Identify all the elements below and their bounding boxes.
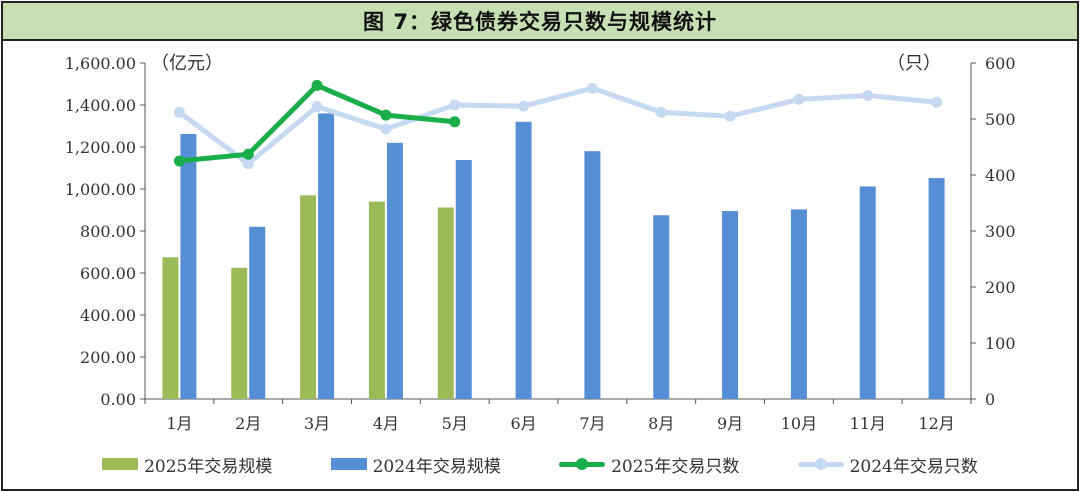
x-tick-label: 4月 [373,414,399,433]
legend-label-2025-scale: 2025年交易规模 [144,456,273,477]
point-2024-count-1 [173,106,185,118]
x-tick-label: 8月 [648,414,674,433]
point-2024-count-7 [586,82,598,94]
legend-label-2025-count: 2025年交易只数 [611,456,740,477]
chart-area: 0.00 200.00 400.00 600.00 800.00 1,000.00 1,20… [65,53,1016,433]
bar-2024-2 [249,226,266,399]
right-tick-label: 200 [985,278,1016,297]
left-tick-label: 600.00 [80,264,136,283]
point-2024-count-3 [311,101,323,113]
right-tick-label: 100 [985,334,1016,353]
point-2025-count-1 [173,155,185,167]
bar-2024-7 [584,151,601,399]
line-2025-count [176,82,458,164]
legend-item-2025-count: 2025年交易只数 [559,452,739,477]
bar-2025-5 [437,207,454,399]
point-2024-count-12 [931,96,943,108]
left-tick-label: 200.00 [80,348,136,367]
point-2024-count-9 [724,110,736,122]
bar-2025-3 [300,195,317,399]
x-tick-label: 10月 [781,414,817,433]
x-tick-label: 9月 [717,414,743,433]
legend-item-2024-count: 2024年交易只数 [797,452,978,477]
bar-2025-4 [368,201,385,399]
chart-title: 图 7：绿色债券交易只数与规模统计 [363,10,717,34]
legend-label-2024-scale: 2024年交易规模 [372,456,501,477]
bar-2024-12 [928,178,945,399]
legend-label-2024-count: 2024年交易只数 [849,456,978,477]
bar-2024-11 [859,186,876,399]
legend-item-2024-scale: 2024年交易规模 [330,452,501,477]
x-tick-label: 12月 [918,414,954,433]
left-tick-label: 1,000.00 [65,180,136,199]
left-tick-label: 1,200.00 [65,138,136,157]
x-tick-label: 5月 [442,414,468,433]
point-2024-count-11 [862,89,874,101]
point-2024-count-5 [449,99,461,111]
left-tick-label: 1,600.00 [65,54,136,73]
lines-layer [173,79,943,170]
point-2025-count-3 [311,79,323,91]
bar-2024-6 [515,121,532,400]
left-tick-label: 0.00 [100,390,136,409]
right-tick-label: 600 [985,54,1016,73]
title-bar: 图 7：绿色债券交易只数与规模统计 [3,3,1077,41]
legend: 2025年交易规模 2024年交易规模 2025年交易只数 2024年交易只数 [3,449,1077,479]
legend-swatch-2025-count [559,457,606,471]
left-tick-label: 800.00 [80,222,136,241]
point-2024-count-8 [655,106,667,118]
x-tick-label: 11月 [850,414,886,433]
left-tick-label: 400.00 [80,306,136,325]
x-tick-label: 7月 [579,414,605,433]
right-axis-unit: （只） [887,53,941,74]
left-axis-unit: （亿元） [151,53,223,74]
x-tick-label: 2月 [235,414,261,433]
axes: 0.00 200.00 400.00 600.00 800.00 1,000.00 1,20… [65,54,1016,433]
point-2024-count-10 [793,93,805,105]
point-2024-count-6 [518,100,530,112]
right-tick-label: 0 [985,390,995,409]
bar-2025-2 [231,267,248,399]
bar-2024-1 [180,133,197,400]
point-2024-count-4 [380,123,392,135]
legend-swatch-2025-scale [102,458,139,470]
bar-2024-4 [386,142,403,400]
right-tick-label: 500 [985,110,1016,129]
x-tick-label: 1月 [166,414,192,433]
line-2024-count [176,85,940,167]
bar-2024-9 [722,211,739,399]
bar-2024-3 [318,113,335,400]
legend-swatch-2024-scale [330,458,367,470]
right-tick-label: 300 [985,222,1016,241]
right-tick-label: 400 [985,166,1016,185]
bars-layer [162,113,945,400]
legend-item-2025-scale: 2025年交易规模 [102,452,272,477]
point-2025-count-4 [380,109,392,121]
point-2024-count-2 [242,158,254,170]
point-2025-count-2 [242,148,254,160]
bar-2025-1 [162,257,179,399]
legend-swatch-2024-count [797,457,844,471]
bar-2024-8 [653,215,670,399]
point-2025-count-5 [449,116,461,128]
x-tick-label: 6月 [510,414,536,433]
left-tick-label: 1,400.00 [65,96,136,115]
bar-2024-5 [455,160,472,399]
bar-2024-10 [790,209,807,399]
x-tick-label: 3月 [304,414,330,433]
